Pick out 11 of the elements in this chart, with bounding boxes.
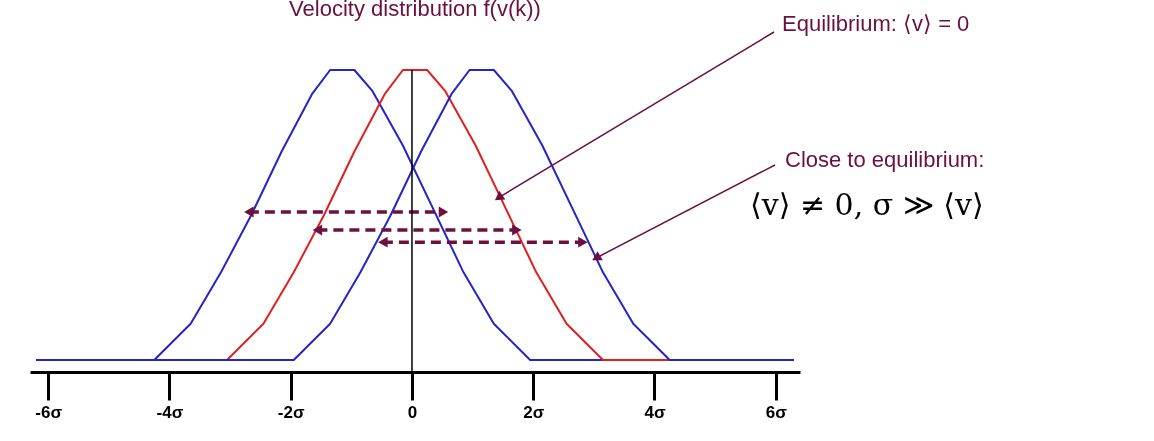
x-tick-label: -2σ [277, 402, 305, 422]
x-tick-label: 0 [407, 402, 418, 422]
x-tick-label: 4σ [644, 402, 666, 422]
x-tick-label: 6σ [765, 402, 788, 422]
x-tick-label: 2σ [523, 402, 545, 422]
chart-title: Velocity distribution f(v(k)) [289, 0, 541, 21]
annotation: Close to equilibrium: [785, 147, 985, 172]
x-tick-label: -4σ [156, 402, 184, 422]
annotation: Equilibrium: ⟨v⟩ = 0 [782, 11, 970, 36]
annotation: ⟨v⟩ ≠ 0, σ ≫ ⟨v⟩ [750, 187, 984, 222]
x-tick-label: -6σ [35, 402, 63, 422]
